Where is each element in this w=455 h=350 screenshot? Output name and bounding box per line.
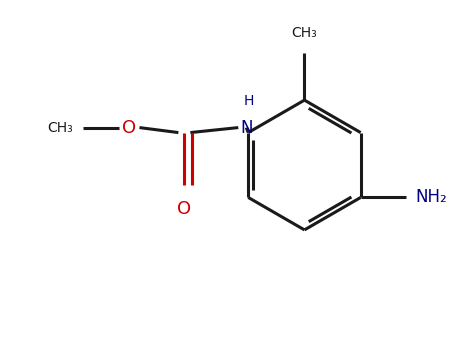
Text: CH₃: CH₃	[47, 121, 73, 135]
Text: CH₃: CH₃	[292, 26, 317, 40]
Text: O: O	[122, 119, 136, 136]
Text: N: N	[240, 119, 253, 136]
Text: NH₂: NH₂	[415, 188, 447, 206]
Text: O: O	[177, 201, 192, 218]
Text: H: H	[244, 93, 254, 107]
